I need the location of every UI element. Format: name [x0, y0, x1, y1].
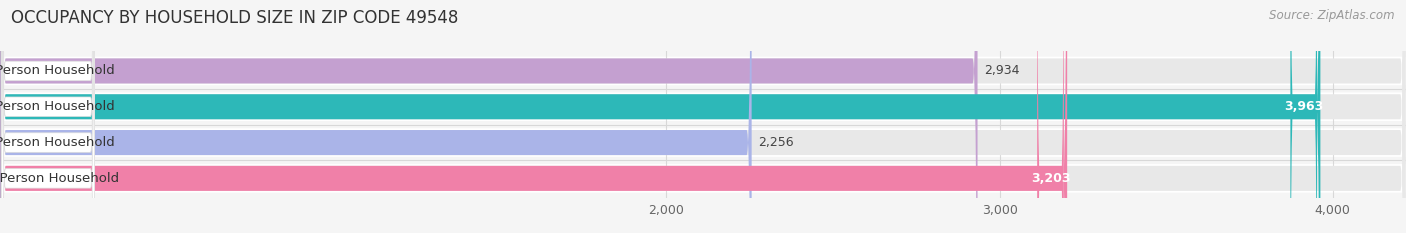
Text: 3,203: 3,203: [1031, 172, 1070, 185]
FancyBboxPatch shape: [1, 0, 94, 233]
FancyBboxPatch shape: [0, 164, 1406, 193]
FancyBboxPatch shape: [1291, 0, 1317, 233]
Text: 2,934: 2,934: [984, 65, 1019, 77]
Text: 1-Person Household: 1-Person Household: [0, 65, 114, 77]
Text: Source: ZipAtlas.com: Source: ZipAtlas.com: [1270, 9, 1395, 22]
Text: 3-Person Household: 3-Person Household: [0, 136, 114, 149]
FancyBboxPatch shape: [0, 0, 977, 233]
FancyBboxPatch shape: [0, 0, 1320, 233]
FancyBboxPatch shape: [0, 57, 1406, 85]
FancyBboxPatch shape: [1038, 0, 1064, 233]
Text: OCCUPANCY BY HOUSEHOLD SIZE IN ZIP CODE 49548: OCCUPANCY BY HOUSEHOLD SIZE IN ZIP CODE …: [11, 9, 458, 27]
Text: 2,256: 2,256: [758, 136, 794, 149]
FancyBboxPatch shape: [1, 0, 94, 233]
FancyBboxPatch shape: [1, 0, 94, 233]
Text: 2-Person Household: 2-Person Household: [0, 100, 114, 113]
Text: 3,963: 3,963: [1284, 100, 1323, 113]
FancyBboxPatch shape: [0, 128, 1406, 157]
Text: 4+ Person Household: 4+ Person Household: [0, 172, 120, 185]
FancyBboxPatch shape: [1, 0, 94, 233]
FancyBboxPatch shape: [0, 0, 1067, 233]
FancyBboxPatch shape: [0, 0, 752, 233]
FancyBboxPatch shape: [0, 93, 1406, 121]
